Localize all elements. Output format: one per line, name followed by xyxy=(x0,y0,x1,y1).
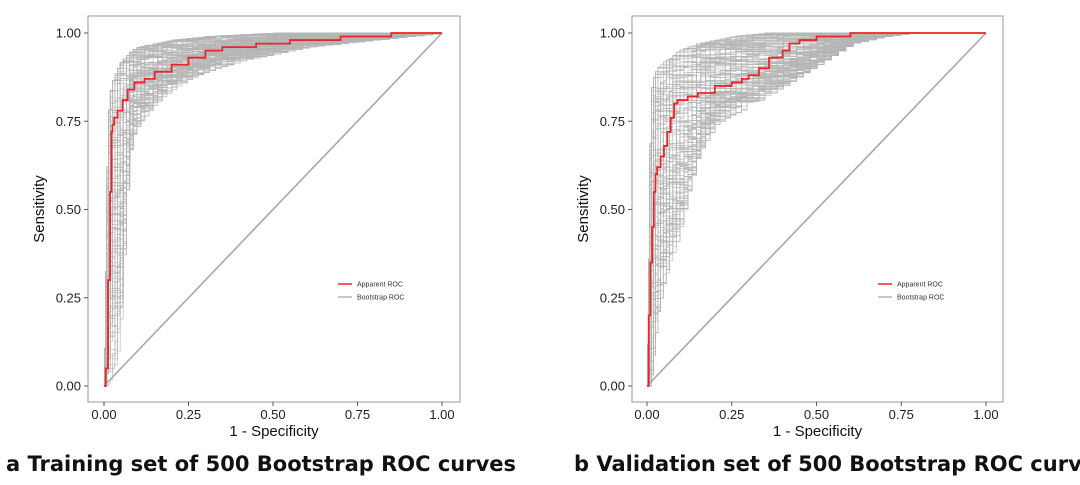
legend-label-bootstrap: Bootstrap ROC xyxy=(897,295,944,302)
x-tick-label: 1.00 xyxy=(429,407,454,422)
plot-area xyxy=(103,32,443,387)
y-tick-label: 0.75 xyxy=(56,114,81,129)
x-tick-label: 0.25 xyxy=(176,407,201,422)
x-tick-label: 0.50 xyxy=(260,407,285,422)
caption-training: a Training set of 500 Bootstrap ROC curv… xyxy=(6,452,517,476)
apparent-roc-curve xyxy=(647,32,986,387)
x-tick-label: 0.75 xyxy=(889,407,914,422)
y-tick-label: 0.75 xyxy=(600,114,625,129)
apparent-roc-curve xyxy=(104,32,442,387)
x-axis-label: 1 - Specificity xyxy=(229,423,319,440)
x-tick-label: 0.00 xyxy=(91,407,116,422)
roc-chart-training: 0.00 0.00 0.25 0.25 0.50 0.50 0.75 0.75 1.00 1.00… xyxy=(31,15,461,440)
x-axis-label: 1 - Specificity xyxy=(773,423,863,440)
y-axis-label: Sensitivity xyxy=(31,175,48,243)
x-tick-label: 0.25 xyxy=(719,407,744,422)
chart-panel-b: 0.00 0.00 0.25 0.25 0.50 0.50 0.75 0.75 1.00 1.00… xyxy=(540,0,1080,485)
y-tick-label: 0.25 xyxy=(600,290,625,305)
y-tick-label: 0.50 xyxy=(600,202,625,217)
y-tick-label: 0.50 xyxy=(56,202,81,217)
bootstrap-roc-curve xyxy=(104,33,443,387)
bootstrap-roc-curve xyxy=(104,32,443,387)
legend-label-apparent: Apparent ROC xyxy=(357,282,403,289)
y-axis-label: Sensitivity xyxy=(575,175,592,243)
bootstrap-roc-curve xyxy=(104,32,442,387)
x-tick-label: 0.75 xyxy=(345,407,370,422)
bootstrap-roc-curve xyxy=(104,33,443,387)
plot-area xyxy=(646,32,987,387)
legend: Apparent ROC Bootstrap ROC xyxy=(878,282,944,302)
y-tick-label: 0.00 xyxy=(600,379,625,394)
reference-diagonal xyxy=(646,32,987,387)
legend-label-bootstrap: Bootstrap ROC xyxy=(357,295,404,302)
y-tick-label: 1.00 xyxy=(600,26,625,41)
legend-label-apparent: Apparent ROC xyxy=(897,282,943,289)
bootstrap-roc-curve xyxy=(647,32,986,387)
x-tick-label: 0.50 xyxy=(804,407,829,422)
x-tick-label: 1.00 xyxy=(973,407,998,422)
legend: Apparent ROC Bootstrap ROC xyxy=(338,282,404,302)
caption-validation: b Validation set of 500 Bootstrap ROC cu… xyxy=(574,452,1080,476)
roc-chart-validation: 0.00 0.00 0.25 0.25 0.50 0.50 0.75 0.75 1.00 1.00… xyxy=(575,15,1004,440)
x-tick-label: 0.00 xyxy=(634,407,659,422)
chart-panel-a: 0.00 0.00 0.25 0.25 0.50 0.50 0.75 0.75 1.00 1.00… xyxy=(6,15,517,476)
reference-diagonal xyxy=(103,32,443,387)
y-tick-label: 1.00 xyxy=(56,26,81,41)
bootstrap-roc-curve xyxy=(104,32,443,387)
y-tick-label: 0.00 xyxy=(56,379,81,394)
y-tick-label: 0.25 xyxy=(56,290,81,305)
